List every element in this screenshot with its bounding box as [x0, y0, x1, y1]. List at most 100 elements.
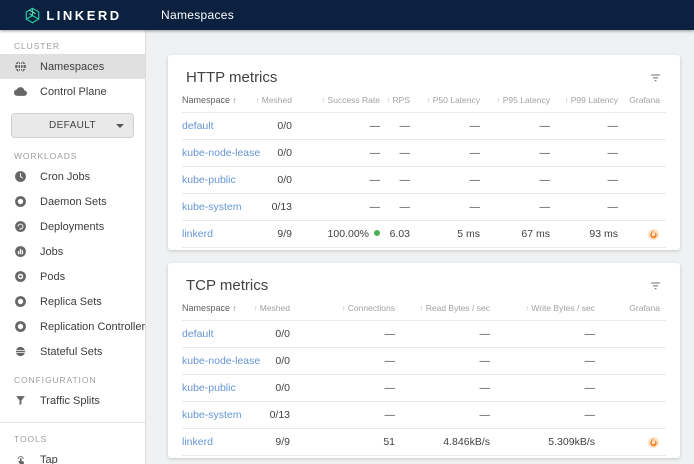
sidebar-item-replication-controllers[interactable]: Replication Controllers	[0, 314, 145, 339]
ring-icon	[14, 320, 27, 333]
tcp-metrics-title: TCP metrics	[186, 276, 269, 294]
bullseye-icon	[14, 270, 27, 283]
sidebar-item-replica-sets[interactable]: Replica Sets	[0, 289, 145, 314]
funnel-icon	[14, 394, 27, 407]
sidebar-item-label: Deployments	[40, 220, 105, 233]
sidebar-item-tap[interactable]: Tap	[0, 447, 145, 464]
globe-icon	[14, 60, 27, 73]
sidebar-item-control-plane[interactable]: Control Plane	[0, 79, 145, 104]
sidebar-item-label: Jobs	[40, 245, 64, 258]
sidebar-item-daemon-sets[interactable]: Daemon Sets	[0, 189, 145, 214]
brand-wordmark: LINKERD	[46, 7, 122, 23]
sidebar-item-label: Namespaces	[40, 60, 105, 73]
http-metrics-table: Namespace ↑ ↑ Meshed ↑ Success Rate ↑ RP…	[182, 90, 666, 248]
namespace-link[interactable]: kube-public	[182, 382, 236, 394]
namespace-link[interactable]: kube-node-lease	[182, 355, 261, 367]
sidebar-item-label: Traffic Splits	[40, 394, 100, 407]
table-row: default 0/0 — — — — —	[182, 112, 666, 140]
ring-icon	[14, 345, 27, 358]
col-header-namespace[interactable]: Namespace ↑	[182, 303, 237, 313]
sort-asc-icon: ↑	[525, 304, 530, 313]
col-header-rps[interactable]: ↑ RPS	[386, 95, 410, 105]
sidebar-item-label: Stateful Sets	[40, 345, 103, 358]
col-header-success-rate[interactable]: ↑ Success Rate	[321, 95, 380, 105]
sidebar-item-jobs[interactable]: Jobs	[0, 239, 145, 264]
namespace-selector-value: DEFAULT	[48, 120, 97, 131]
cloud-icon	[14, 85, 27, 98]
sort-asc-icon: ↑	[426, 96, 431, 105]
sidebar-item-namespaces[interactable]: Namespaces	[0, 54, 145, 79]
table-row: kube-node-lease 0/0 — — —	[182, 347, 666, 375]
sort-asc-icon: ↑	[232, 96, 237, 105]
namespace-link[interactable]: default	[182, 328, 214, 340]
namespace-link[interactable]: kube-node-lease	[182, 147, 261, 159]
namespace-link[interactable]: linkerd	[182, 436, 213, 448]
linkerd-brand[interactable]: LINKERD	[0, 0, 146, 30]
table-row: kube-system 0/13 — — — — —	[182, 193, 666, 221]
http-header-row: Namespace ↑ ↑ Meshed ↑ Success Rate ↑ RP…	[182, 90, 666, 113]
section-label-workloads: WORKLOADS	[14, 151, 78, 161]
tcp-metrics-table: Namespace ↑ ↑ Meshed ↑ Connections ↑ Rea…	[182, 298, 666, 456]
sidebar-item-label: Daemon Sets	[40, 195, 107, 208]
grafana-icon[interactable]	[647, 436, 660, 448]
col-header-grafana: Grafana	[629, 95, 660, 105]
page-title: Namespaces	[161, 8, 235, 22]
col-header-grafana: Grafana	[629, 303, 660, 313]
col-header-namespace[interactable]: Namespace ↑	[182, 95, 237, 105]
col-header-meshed[interactable]: ↑ Meshed	[255, 95, 292, 105]
sort-asc-icon: ↑	[321, 96, 326, 105]
sidebar-divider	[0, 422, 145, 423]
sidebar-nav: CLUSTER Namespaces Control Plane DEFAULT…	[0, 30, 146, 464]
namespace-link[interactable]: kube-public	[182, 174, 236, 186]
main-content: HTTP metrics Namespace ↑ ↑ Meshed ↑ Succ…	[146, 30, 694, 464]
sidebar-item-traffic-splits[interactable]: Traffic Splits	[0, 388, 145, 413]
table-row: kube-system 0/13 — — —	[182, 401, 666, 429]
namespace-link[interactable]: default	[182, 120, 214, 132]
namespace-selector[interactable]: DEFAULT	[11, 113, 134, 138]
table-row: default 0/0 — — —	[182, 320, 666, 348]
filter-list-icon[interactable]	[646, 276, 664, 294]
col-header-connections[interactable]: ↑ Connections	[341, 303, 395, 313]
sidebar-item-label: Tap	[40, 453, 58, 464]
namespace-link[interactable]: kube-system	[182, 409, 242, 421]
table-row: linkerd 9/9 100.00% 6.03 5 ms 67 ms 93 m…	[182, 220, 666, 248]
sort-asc-icon: ↑	[232, 304, 237, 313]
sidebar-item-label: Replication Controllers	[40, 320, 146, 333]
section-label-configuration: CONFIGURATION	[14, 375, 97, 385]
col-header-p95[interactable]: ↑ P95 Latency	[496, 95, 550, 105]
tap-icon	[14, 453, 27, 464]
linkerd-logo-icon	[24, 7, 41, 24]
sidebar-item-label: Control Plane	[40, 85, 107, 98]
col-header-p50[interactable]: ↑ P50 Latency	[426, 95, 480, 105]
grafana-icon[interactable]	[647, 228, 660, 240]
filter-list-icon[interactable]	[646, 68, 664, 86]
clock-icon	[14, 170, 27, 183]
tcp-header-row: Namespace ↑ ↑ Meshed ↑ Connections ↑ Rea…	[182, 298, 666, 321]
caret-down-icon	[116, 123, 124, 128]
table-row: kube-node-lease 0/0 — — — — —	[182, 139, 666, 167]
namespace-link[interactable]: linkerd	[182, 228, 213, 240]
sidebar-item-pods[interactable]: Pods	[0, 264, 145, 289]
col-header-read-bytes[interactable]: ↑ Read Bytes / sec	[419, 303, 490, 313]
sidebar-item-label: Pods	[40, 270, 66, 283]
ring-icon	[14, 195, 27, 208]
sidebar-item-cron-jobs[interactable]: Cron Jobs	[0, 164, 145, 189]
col-header-meshed[interactable]: ↑ Meshed	[253, 303, 290, 313]
sort-asc-icon: ↑	[564, 96, 569, 105]
tcp-metrics-card: TCP metrics Namespace ↑ ↑ Meshed ↑ Conne…	[168, 263, 680, 458]
sidebar-item-label: Replica Sets	[40, 295, 102, 308]
col-header-write-bytes[interactable]: ↑ Write Bytes / sec	[525, 303, 595, 313]
col-header-p99[interactable]: ↑ P99 Latency	[564, 95, 618, 105]
namespace-link[interactable]: kube-system	[182, 201, 242, 213]
sort-asc-icon: ↑	[341, 304, 346, 313]
success-indicator-dot	[374, 230, 380, 236]
top-app-bar: LINKERD Namespaces	[0, 0, 694, 30]
sidebar-item-deployments[interactable]: Deployments	[0, 214, 145, 239]
table-row: kube-public 0/0 — — —	[182, 374, 666, 402]
ring-icon	[14, 295, 27, 308]
sort-asc-icon: ↑	[255, 96, 260, 105]
section-label-cluster: CLUSTER	[14, 41, 60, 51]
sidebar-item-stateful-sets[interactable]: Stateful Sets	[0, 339, 145, 364]
section-label-tools: TOOLS	[14, 434, 48, 444]
http-metrics-title: HTTP metrics	[186, 68, 278, 86]
